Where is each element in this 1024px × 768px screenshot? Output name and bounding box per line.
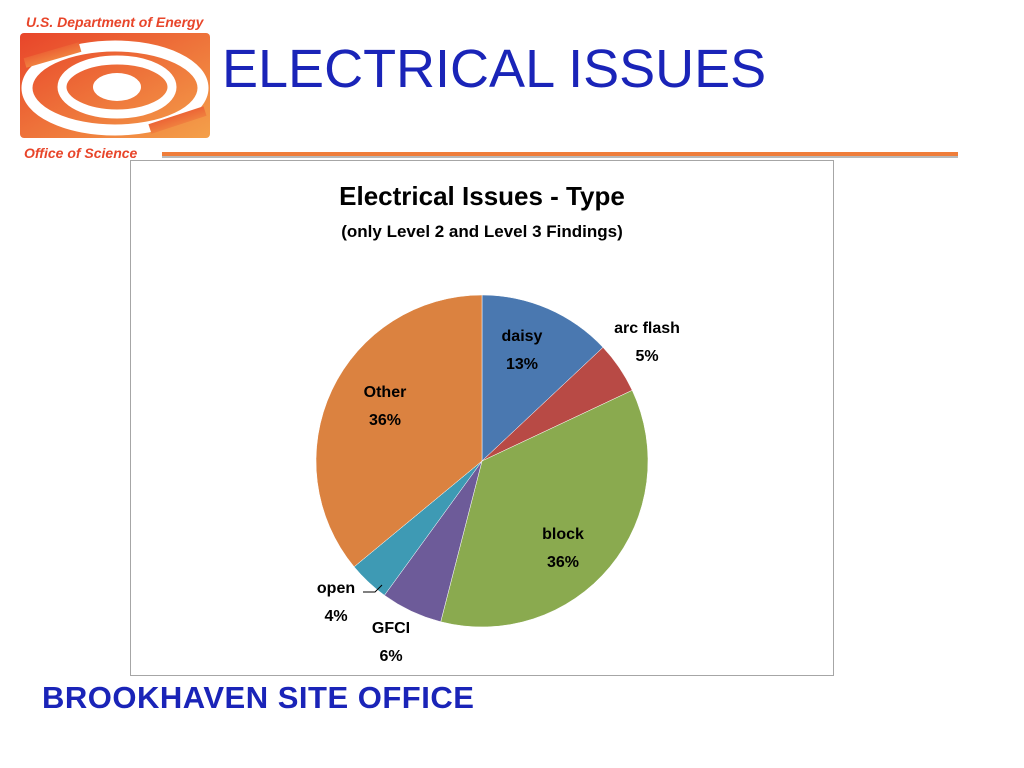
slice-percent-open: 4% [324,608,347,625]
header-divider [162,152,958,156]
slice-label-other: Other [364,384,407,401]
header-divider-shadow [162,156,958,158]
pie-slice-other [315,294,483,568]
chart-title: Electrical Issues - Type [339,181,625,211]
slide-title: ELECTRICAL ISSUES [222,39,767,99]
doe-office-of-science-logo [20,33,210,138]
slice-label-arc-flash: arc flash [614,320,680,337]
office-name: Office of Science [24,145,138,161]
agency-name: U.S. Department of Energy [26,14,204,30]
pie-chart: daisy 13% arc flash 5% block 36% GFCI 6% open 4% O… [315,294,680,665]
slice-label-gfci: GFCI [372,620,410,637]
slice-label-open: open [317,580,355,597]
footer-site-name: BROOKHAVEN SITE OFFICE [42,680,475,715]
slice-label-block: block [542,526,584,543]
slice-percent-block: 36% [547,554,579,571]
pie-slice-daisy [481,294,604,462]
pie-slice-block [440,389,649,628]
slice-label-daisy: daisy [502,328,543,345]
slice-percent-gfci: 6% [379,648,402,665]
slice-percent-arc-flash: 5% [635,348,658,365]
slice-percent-other: 36% [369,412,401,429]
pie-chart-panel: Electrical Issues - Type (only Level 2 a… [130,160,834,676]
slice-percent-daisy: 13% [506,356,538,373]
leader-line-open [363,584,383,593]
chart-subtitle: (only Level 2 and Level 3 Findings) [341,222,623,241]
